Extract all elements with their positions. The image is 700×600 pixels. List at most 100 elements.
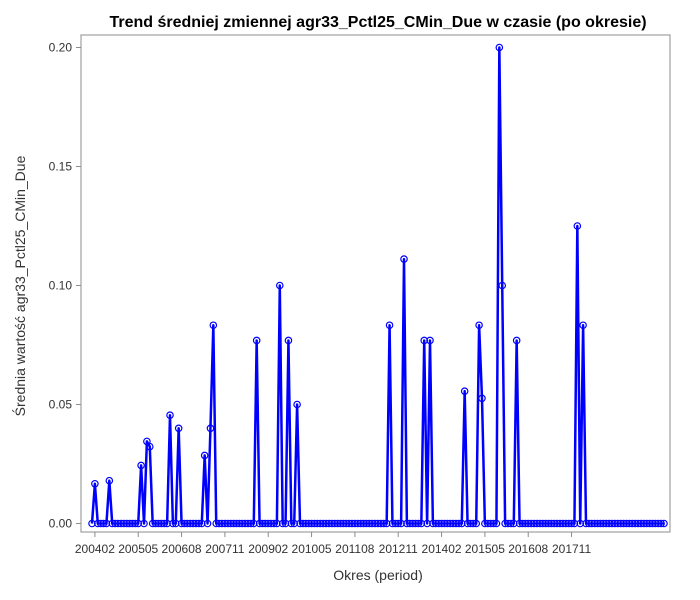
data-point: [437, 519, 446, 528]
data-point: [221, 519, 229, 528]
data-point: [472, 519, 481, 528]
data-point: [267, 519, 275, 528]
data-point: [183, 519, 192, 528]
data-point: [388, 519, 397, 528]
data-point: [299, 519, 307, 528]
data-point: [495, 43, 504, 52]
data-point: [660, 519, 668, 528]
data-point: [203, 519, 212, 528]
data-point: [157, 519, 166, 528]
data-point: [573, 222, 582, 230]
data-point: [582, 519, 590, 528]
data-point: [408, 519, 417, 528]
data-point: [553, 519, 561, 528]
data-point: [385, 321, 394, 330]
data-point: [177, 519, 186, 528]
data-point: [391, 519, 400, 528]
x-tick-label: 201108: [335, 542, 374, 556]
data-point: [273, 519, 281, 528]
data-point: [440, 519, 449, 528]
data-point: [128, 519, 137, 528]
data-point: [434, 519, 443, 528]
data-point: [241, 519, 249, 528]
data-point: [541, 519, 550, 528]
data-point: [544, 519, 553, 528]
y-tick-label: 0.00: [49, 517, 73, 531]
x-axis-label: Okres (period): [333, 567, 422, 583]
data-point: [290, 519, 299, 528]
data-point: [117, 519, 125, 528]
data-point: [333, 519, 342, 528]
y-tick-label: 0.15: [49, 160, 73, 174]
data-point: [509, 519, 518, 528]
data-point: [351, 519, 359, 528]
data-point: [507, 519, 515, 528]
x-tick-label: 201505: [465, 542, 505, 556]
data-point: [238, 519, 247, 528]
x-axis: 200402 200505 200608 200711 200902 201005 2011…: [75, 532, 591, 556]
data-point: [212, 519, 221, 528]
data-point: [651, 519, 660, 528]
data-point: [180, 519, 189, 528]
data-point: [304, 519, 313, 528]
data-point: [463, 519, 472, 528]
data-point: [296, 519, 304, 528]
data-point: [122, 519, 131, 528]
data-point: [171, 519, 180, 528]
data-point: [466, 519, 475, 528]
x-tick-label: 201005: [292, 542, 332, 556]
data-point: [174, 424, 183, 433]
data-point: [397, 519, 405, 528]
data-point: [264, 519, 273, 528]
data-point: [160, 519, 169, 528]
data-point: [602, 519, 611, 528]
data-point: [186, 519, 195, 528]
data-point: [394, 519, 403, 528]
data-point: [96, 519, 105, 528]
data-point: [301, 519, 310, 528]
data-point: [530, 519, 538, 528]
data-point: [145, 442, 154, 451]
data-point: [417, 519, 426, 528]
data-point: [114, 519, 122, 528]
data-point: [371, 519, 379, 528]
data-point: [449, 519, 457, 528]
data-point: [559, 519, 567, 528]
data-point: [400, 255, 408, 263]
data-point: [102, 519, 111, 528]
data-point: [567, 519, 576, 528]
data-point: [192, 519, 200, 528]
data-point: [287, 519, 296, 528]
data-point: [426, 336, 434, 345]
data-point: [556, 519, 564, 528]
data-point: [195, 519, 203, 528]
data-point: [88, 519, 96, 528]
y-tick-label: 0.20: [49, 41, 73, 55]
data-point: [99, 519, 108, 528]
data-markers: [88, 43, 668, 528]
data-point: [639, 519, 648, 528]
data-point: [429, 519, 437, 528]
data-point: [657, 519, 665, 528]
data-point: [209, 321, 218, 330]
data-point: [533, 519, 541, 528]
data-point: [166, 411, 174, 420]
data-point: [362, 519, 371, 528]
data-point: [486, 519, 495, 528]
data-point: [134, 519, 143, 528]
data-point: [244, 519, 252, 528]
data-point: [524, 519, 533, 528]
data-point: [200, 451, 209, 460]
plot-frame: [80, 34, 671, 533]
chart-title: Trend średniej zmiennej agr33_Pctl25_CMi…: [109, 14, 646, 31]
data-point: [111, 519, 119, 528]
data-point: [616, 519, 625, 528]
data-point: [342, 519, 351, 528]
data-point: [605, 519, 613, 528]
data-point: [353, 519, 362, 528]
data-point: [452, 519, 460, 528]
data-point: [258, 519, 267, 528]
data-point: [561, 519, 570, 528]
data-point: [654, 519, 663, 528]
